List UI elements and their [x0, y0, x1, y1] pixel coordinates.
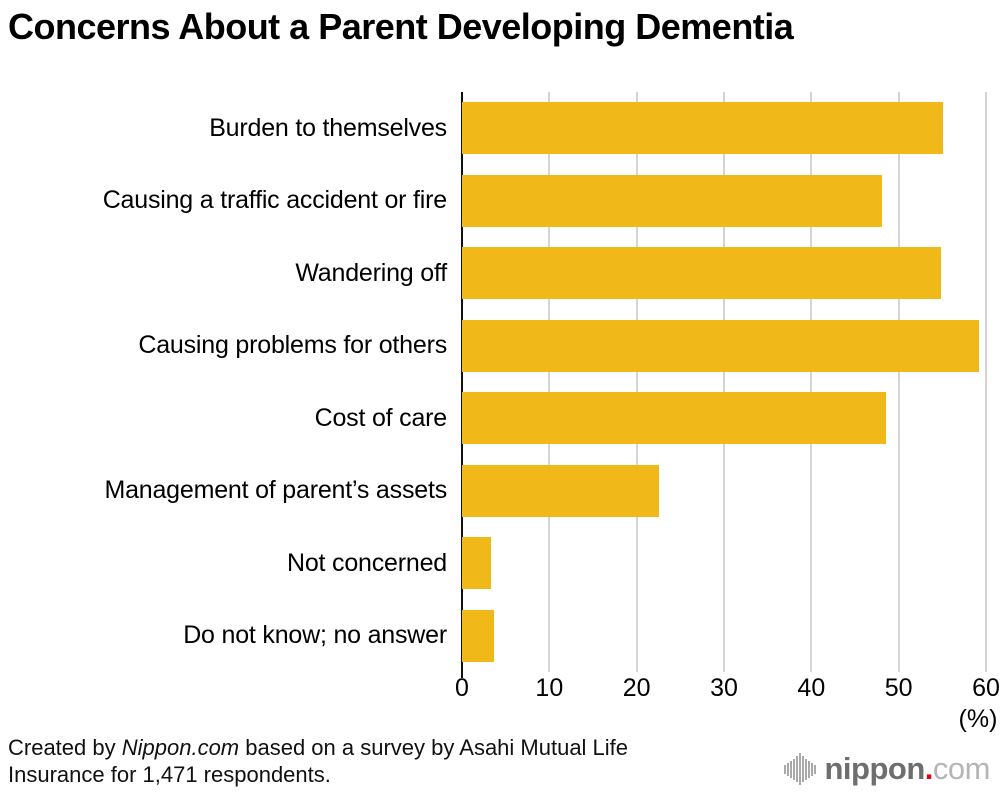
nippon-logo: nippon.com — [783, 751, 991, 787]
bar — [462, 537, 491, 590]
source-note-suffix: based on a survey by Asahi Mutual Life I… — [8, 735, 629, 787]
bar — [462, 102, 944, 155]
gridline — [985, 92, 987, 672]
x-tick-label: 40 — [797, 674, 826, 702]
nippon-logo-text: nippon.com — [825, 751, 991, 787]
x-tick-label: 20 — [622, 674, 651, 702]
bar — [462, 174, 883, 227]
x-tick-label: 60 — [972, 674, 1000, 702]
chart-row: Burden to themselves — [0, 92, 986, 165]
category-label: Causing a traffic accident or fire — [102, 186, 448, 215]
bar-track — [462, 165, 986, 238]
source-note-prefix: Created by — [8, 735, 122, 760]
bar-track — [462, 237, 986, 310]
gridline — [897, 92, 900, 672]
bar — [462, 319, 979, 372]
rows: Burden to themselves Causing a traffic a… — [0, 92, 986, 672]
chart-row: Do not know; no answer — [0, 600, 986, 673]
x-tick-label: 50 — [884, 674, 913, 702]
source-note-source: Nippon.com — [121, 735, 240, 760]
gridlines — [461, 92, 987, 678]
chart-row: Causing problems for others — [0, 310, 986, 383]
logo-word: nippon — [824, 751, 926, 786]
bar-track — [462, 455, 986, 528]
bar-track — [462, 382, 986, 455]
bar-track — [462, 92, 986, 165]
bar-track — [462, 310, 986, 383]
category-label: Not concerned — [287, 548, 447, 577]
chart-row: Management of parent’s assets — [0, 455, 986, 528]
category-label: Causing problems for others — [138, 331, 447, 360]
bar — [462, 464, 660, 517]
gridline — [548, 92, 551, 672]
logo-dot: . — [924, 751, 934, 786]
gridline — [635, 92, 638, 672]
source-note: Created by Nippon.com based on a survey … — [8, 735, 708, 789]
x-tick-label: 30 — [710, 674, 738, 702]
category-label: Burden to themselves — [209, 113, 447, 142]
chart-row: Causing a traffic accident or fire — [0, 165, 986, 238]
bar-track — [462, 600, 986, 673]
chart-row: Wandering off — [0, 237, 986, 310]
chart-row: Not concerned — [0, 527, 986, 600]
y-axis-line — [461, 92, 463, 678]
x-axis-unit-label: (%) — [958, 705, 998, 733]
soundwave-bars-icon — [783, 752, 816, 786]
bar — [462, 392, 886, 445]
category-label: Wandering off — [295, 258, 447, 287]
chart-row: Cost of care — [0, 382, 986, 455]
logo-tld: com — [932, 751, 991, 786]
bar — [462, 609, 495, 662]
bar — [462, 247, 941, 300]
x-axis: 0 10 20 30 40 50 60 — [455, 674, 1000, 704]
gridline — [723, 92, 725, 672]
x-tick-label: 10 — [535, 674, 564, 702]
bar-track — [462, 527, 986, 600]
category-label: Management of parent’s assets — [104, 476, 447, 505]
gridline — [810, 92, 813, 672]
chart-title: Concerns About a Parent Developing Demen… — [8, 6, 794, 47]
x-tick-label: 0 — [455, 674, 469, 702]
category-label: Cost of care — [314, 403, 448, 432]
category-label: Do not know; no answer — [183, 621, 447, 650]
